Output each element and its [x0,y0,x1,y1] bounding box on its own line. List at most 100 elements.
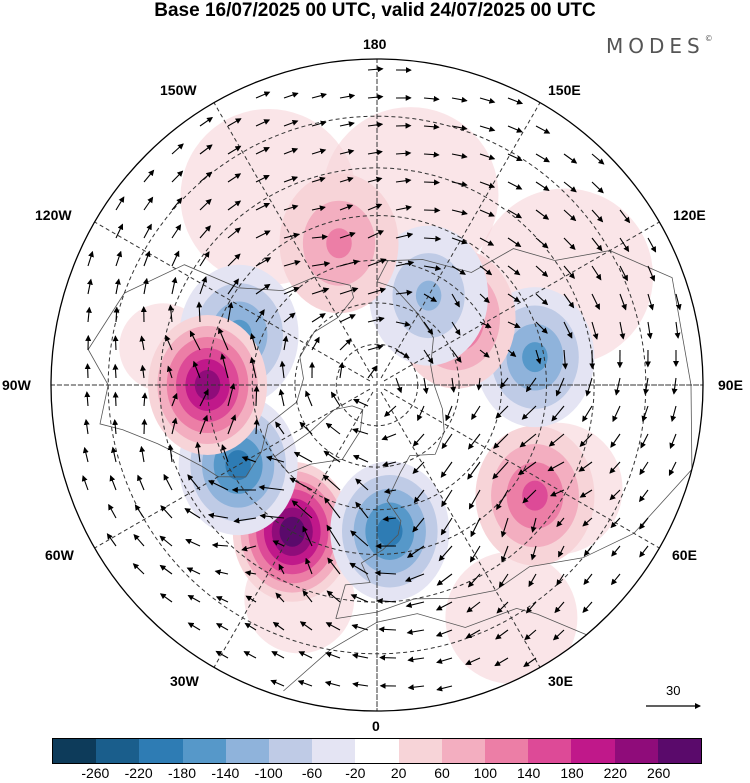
wind-vector [395,150,412,157]
wind-vector [619,265,628,282]
wind-vector [339,259,360,267]
wind-vector [275,592,285,603]
wind-vector [395,349,410,359]
meridian [213,391,374,668]
wind-vector [507,265,521,276]
wind-vector [423,123,440,130]
wind-vector [275,421,285,435]
wind-vector [283,312,296,323]
wind-vector [297,679,313,687]
page-title: Base 16/07/2025 00 UTC, valid 24/07/2025… [154,0,596,21]
meridian [383,221,660,382]
wind-vector [279,360,286,379]
wind-vector [324,680,341,687]
wind-vector [451,321,461,336]
colorbar-swatch [614,739,658,763]
wind-vector [395,232,414,239]
wind-vector [143,250,151,267]
wind-vector [160,505,173,519]
wind-vector [609,461,621,474]
wind-vector [349,562,369,575]
wind-vector [563,321,573,339]
wind-vector [465,657,481,665]
wind-vector [325,422,341,435]
wind-vector [283,147,299,155]
wind-vector [207,512,229,519]
wind-vector [413,489,425,504]
wind-vector [479,321,492,328]
wind-vector [299,621,313,631]
wind-vector [438,545,453,562]
wind-vector [367,365,378,379]
wind-vector [451,349,462,363]
wind-vector [199,171,213,183]
wind-vector [325,622,341,631]
wind-vector [255,230,271,239]
wind-vector [171,417,178,435]
meridian [380,102,541,379]
wind-vector [379,654,397,661]
wind-vector [352,454,369,463]
wind-vector [451,152,468,159]
wind-vector [451,265,466,275]
wind-vector [367,203,383,211]
wind-vector [535,237,549,249]
wind-vector [323,450,341,463]
wind-vector [112,419,119,435]
wind-vector [579,433,593,448]
wind-vector [221,444,229,463]
wind-vector [159,593,173,603]
wind-vector [245,595,257,603]
wind-vector [479,97,496,104]
wind-vector [554,601,565,614]
colorbar-swatch [269,739,313,763]
wind-vector [412,433,425,447]
wind-vector [339,204,354,211]
wind-vector [227,278,239,295]
wind-vector [367,66,384,73]
wind-vector [407,684,425,691]
wind-vector [305,557,313,575]
colorbar-swatch [139,739,183,763]
wind-vector [326,590,341,603]
wind-vector [528,573,537,588]
wind-vector [137,474,145,491]
colorbar-tick-label: -100 [254,765,283,781]
wind-vector [241,456,257,463]
wind-vector [272,621,285,631]
wind-vector [530,545,537,561]
wind-vector [326,524,341,547]
wind-vector [355,478,369,491]
wind-vector [507,209,523,219]
wind-vector [305,390,313,407]
wind-vector [422,377,429,395]
wind-vector [82,446,89,463]
wind-vector [113,306,120,323]
wind-vector [423,265,442,271]
lat-lon-grid [51,59,703,711]
wind-vector [507,181,523,190]
wind-vector [199,198,212,211]
wind-vector [583,573,593,585]
anomaly-contour [225,450,251,481]
lon-label-60w: 60W [45,547,74,563]
wind-vector [496,601,509,614]
wind-vector [498,573,509,588]
wind-vector [467,573,481,588]
wind-vector [423,235,442,242]
wind-vector [291,500,313,519]
wind-vector [535,125,551,134]
lon-label-30w: 30W [170,673,199,689]
wind-vector [171,392,178,407]
wind-vector [467,461,481,480]
wind-vector [283,176,299,183]
wind-vector [647,293,655,311]
wind-vector [272,540,285,547]
wind-vector [115,223,124,239]
wind-vector [395,260,415,267]
wind-vector [199,225,211,239]
wind-vector [227,145,242,155]
wind-vector [535,321,548,334]
wind-vector [535,265,549,277]
wind-vector [249,356,257,379]
